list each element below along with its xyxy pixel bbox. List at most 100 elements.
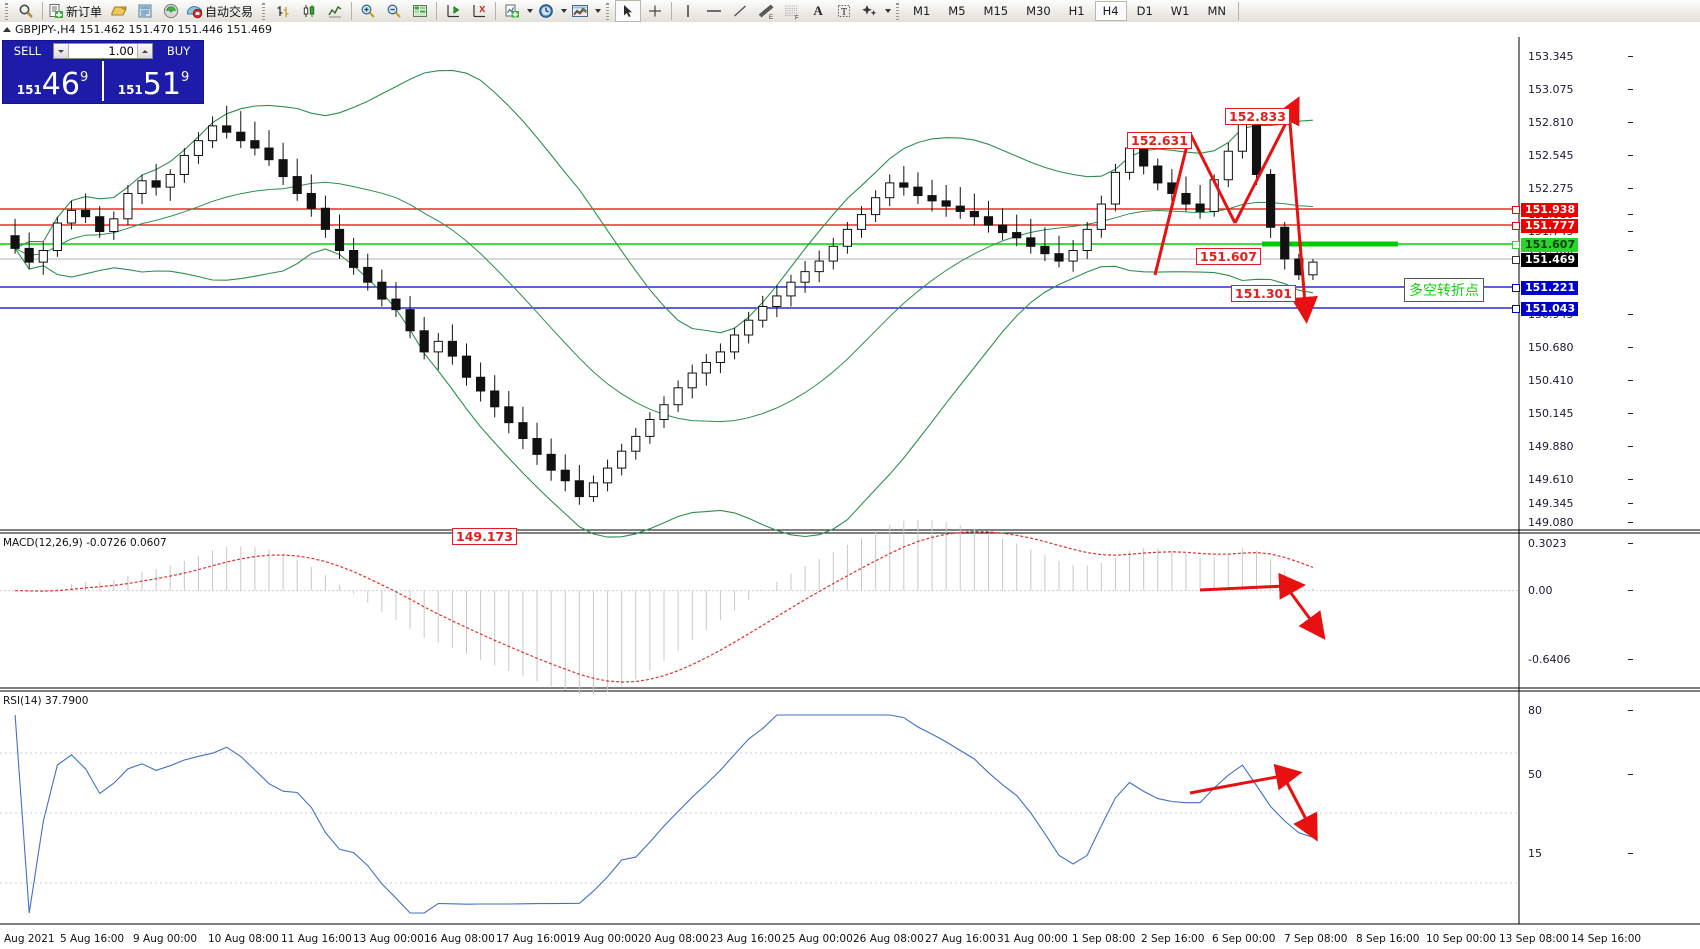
objects-icon[interactable] [858, 1, 882, 21]
volume-decrease-button[interactable] [54, 44, 69, 58]
time-axis-label: 11 Aug 16:00 [281, 933, 352, 945]
time-axis-label: 17 Aug 16:00 [496, 933, 567, 945]
auto-scroll-icon[interactable] [441, 1, 465, 21]
toolbar-grip-3[interactable] [604, 2, 612, 20]
annot-149-173[interactable]: 149.173 [452, 528, 517, 545]
chart-shift-icon[interactable] [467, 1, 491, 21]
toolbar-separator [42, 2, 43, 20]
period-caret-down-icon[interactable] [561, 9, 568, 13]
price-label-151-043[interactable]: 151.043 [1521, 302, 1579, 316]
toolbar-grip[interactable] [3, 2, 10, 20]
timeframe-w1[interactable]: W1 [1170, 4, 1190, 18]
buy-button-label[interactable]: BUY [166, 44, 191, 58]
time-axis-label: 13 Sep 08:00 [1499, 933, 1570, 945]
text-icon[interactable]: A [813, 3, 823, 18]
new-order-button[interactable]: 新订单 [47, 1, 105, 21]
one-click-trading-panel[interactable]: SELL 1.00 BUY 151 46 9 151 51 9 [2, 40, 204, 104]
macd-tick-mark [1628, 590, 1633, 591]
price-level-handle[interactable] [1512, 305, 1520, 313]
timeframe-m5[interactable]: M5 [948, 4, 966, 18]
ohlc-values: 151.462 151.470 151.446 151.469 [79, 23, 272, 36]
vertical-line-icon[interactable] [676, 1, 700, 21]
macd-tick: 0.00 [1528, 584, 1553, 597]
zoom-out-icon[interactable] [382, 1, 406, 21]
price-chart-plot [0, 37, 1700, 925]
grid-icon[interactable] [408, 1, 432, 21]
signals-icon[interactable] [159, 1, 183, 21]
price-level-handle[interactable] [1512, 284, 1520, 292]
price-level-handle[interactable] [1512, 256, 1520, 264]
terminal-search-icon[interactable] [14, 1, 38, 21]
price-label-151-938[interactable]: 151.938 [1521, 203, 1579, 217]
timeframe-d1[interactable]: D1 [1136, 4, 1153, 18]
rsi-indicator-label: RSI(14) 37.7900 [3, 695, 89, 707]
timeframe-h4[interactable]: H4 [1094, 1, 1127, 21]
fibonacci-icon[interactable]: F [780, 1, 804, 21]
folder-icon[interactable] [107, 1, 131, 21]
sell-button-label[interactable]: SELL [13, 44, 42, 58]
price-label-151-777[interactable]: 151.777 [1521, 219, 1579, 233]
price-label-151-469[interactable]: 151.469 [1521, 253, 1579, 267]
annot-151-301[interactable]: 151.301 [1231, 285, 1296, 302]
annot-152-631[interactable]: 152.631 [1127, 132, 1192, 149]
price-level-handle[interactable] [1512, 206, 1520, 214]
macd-indicator-label: MACD(12,26,9) -0.0726 0.0607 [3, 537, 167, 549]
price-label-151-221[interactable]: 151.221 [1521, 281, 1579, 295]
cursor-icon[interactable] [615, 0, 642, 22]
price-tick-mark [1628, 347, 1633, 348]
volume-value[interactable]: 1.00 [108, 44, 134, 58]
objects-caret-down-icon[interactable] [885, 9, 892, 13]
label-icon[interactable]: T [832, 1, 856, 21]
autotrading-button[interactable]: 自动交易 [185, 1, 256, 21]
timeframe-m15[interactable]: M15 [983, 4, 1009, 18]
price-level-handle[interactable] [1512, 241, 1520, 249]
rsi-tick: 50 [1528, 768, 1542, 781]
price-tick: 149.610 [1528, 473, 1574, 486]
trendline-icon[interactable] [728, 1, 752, 21]
sell-price-display[interactable]: 151 46 9 [3, 61, 104, 101]
volume-increase-button[interactable] [137, 44, 152, 58]
timeframe-m30[interactable]: M30 [1026, 4, 1051, 18]
candlestick-icon[interactable] [297, 1, 321, 21]
metaeditor-icon[interactable] [133, 1, 157, 21]
price-tick: 149.080 [1528, 516, 1574, 529]
price-tick: 149.345 [1528, 497, 1574, 510]
rsi-tick: 15 [1528, 847, 1542, 860]
chinese-note-label[interactable]: 多空转折点 [1404, 278, 1484, 302]
toolbar-grip-2[interactable] [260, 2, 268, 20]
crosshair-icon[interactable] [643, 1, 667, 21]
clock-icon[interactable] [534, 1, 558, 21]
zoom-in-icon[interactable] [356, 1, 380, 21]
bar-chart-icon[interactable] [271, 1, 295, 21]
horizontal-line-icon[interactable] [702, 1, 726, 21]
main-toolbar: 新订单 自动交易 [0, 0, 1700, 23]
volume-stepper[interactable]: 1.00 [53, 43, 153, 59]
timeframe-m1[interactable]: M1 [913, 4, 931, 18]
time-axis-label: 5 Aug 16:00 [60, 933, 125, 945]
time-axis-label: 10 Sep 00:00 [1426, 933, 1497, 945]
templates-icon[interactable] [568, 1, 592, 21]
one-click-quotes-row: 151 46 9 151 51 9 [3, 61, 203, 101]
chevron-down-icon [58, 49, 64, 53]
buy-price-display[interactable]: 151 51 9 [104, 61, 203, 101]
macd-tick-mark [1628, 659, 1633, 660]
toolbar-grip-4[interactable] [894, 2, 902, 20]
templates-caret-down-icon[interactable] [595, 9, 602, 13]
time-axis-label: 9 Aug 00:00 [133, 933, 198, 945]
price-label-151-607[interactable]: 151.607 [1521, 238, 1579, 252]
price-level-handle[interactable] [1512, 222, 1520, 230]
time-axis-label: 6 Sep 00:00 [1212, 933, 1276, 945]
rsi-tick: 80 [1528, 704, 1542, 717]
equidistant-channel-icon[interactable]: E [754, 1, 778, 21]
timeframe-h1[interactable]: H1 [1068, 4, 1085, 18]
indicators-caret-down-icon[interactable] [527, 9, 534, 13]
annot-152-833[interactable]: 152.833 [1225, 108, 1290, 125]
timeframe-mn[interactable]: MN [1207, 4, 1226, 18]
indicators-icon[interactable] [500, 1, 524, 21]
autotrading-label: 自动交易 [205, 4, 254, 19]
line-chart-icon[interactable] [323, 1, 347, 21]
chart-container[interactable]: GBPJPY-,H4 151.462 151.470 151.446 151.4… [0, 22, 1700, 945]
annot-151-607[interactable]: 151.607 [1196, 248, 1261, 265]
collapse-triangle-icon[interactable] [3, 27, 11, 32]
macd-tick-mark [1628, 543, 1633, 544]
